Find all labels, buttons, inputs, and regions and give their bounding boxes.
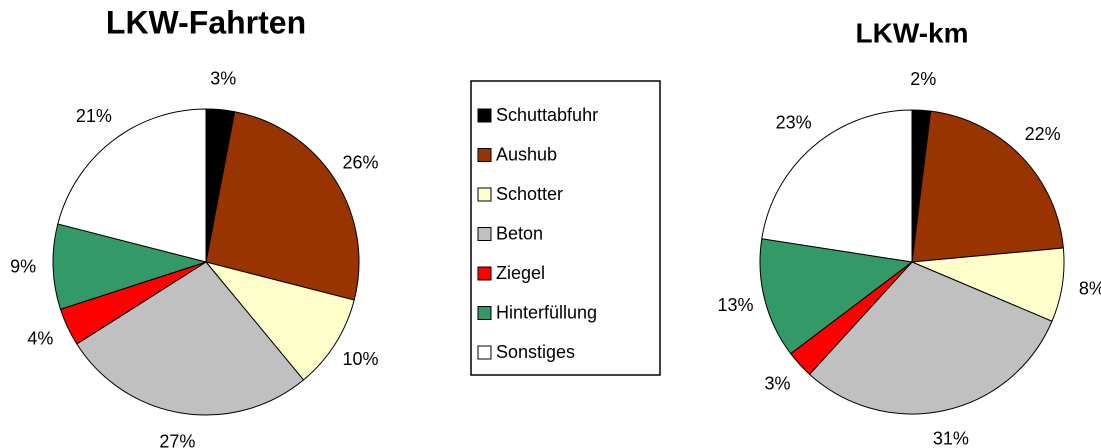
legend-label: Aushub [496,144,557,164]
data-label: 3% [210,69,236,89]
data-label: 27% [159,431,195,448]
legend-label: Schuttabfuhr [496,105,598,125]
legend-swatch [477,187,492,202]
data-label: 10% [342,349,378,369]
data-label: 9% [10,256,36,276]
legend-swatch [477,227,492,241]
legend-label: Schotter [496,184,563,204]
pie-slice [761,109,913,263]
data-label: 3% [764,373,790,393]
pie-slice [57,108,207,263]
data-label: 31% [933,429,969,448]
legend-swatch [477,108,492,123]
legend-box [470,80,661,376]
pie-slice [759,238,914,355]
data-label: 23% [776,113,812,133]
pie-slice [204,261,355,381]
data-label: 4% [27,329,53,349]
legend-swatch [477,148,492,162]
pie-slice [76,261,305,416]
legend-label: Hinterfüllung [496,302,597,322]
data-label: 2% [910,69,936,89]
chart-title: LKW-km [856,17,969,48]
data-label: 26% [342,153,378,173]
legend-swatch [477,266,492,281]
legend-label: Sonstiges [496,342,575,362]
data-label: 8% [1079,279,1101,299]
pie-slice [808,261,1053,415]
legend-label: Ziegel [496,263,545,283]
pie-slice [205,111,360,301]
data-label: 21% [76,106,112,126]
pie-slice [911,110,1064,263]
data-label: 13% [717,295,753,315]
legend-swatch [477,345,492,360]
data-label: 22% [1025,124,1061,144]
legend-swatch [477,306,492,320]
legend-label: Beton [496,223,543,243]
chart-title: LKW-Fahrten [106,4,306,40]
pie-slice [52,223,208,310]
